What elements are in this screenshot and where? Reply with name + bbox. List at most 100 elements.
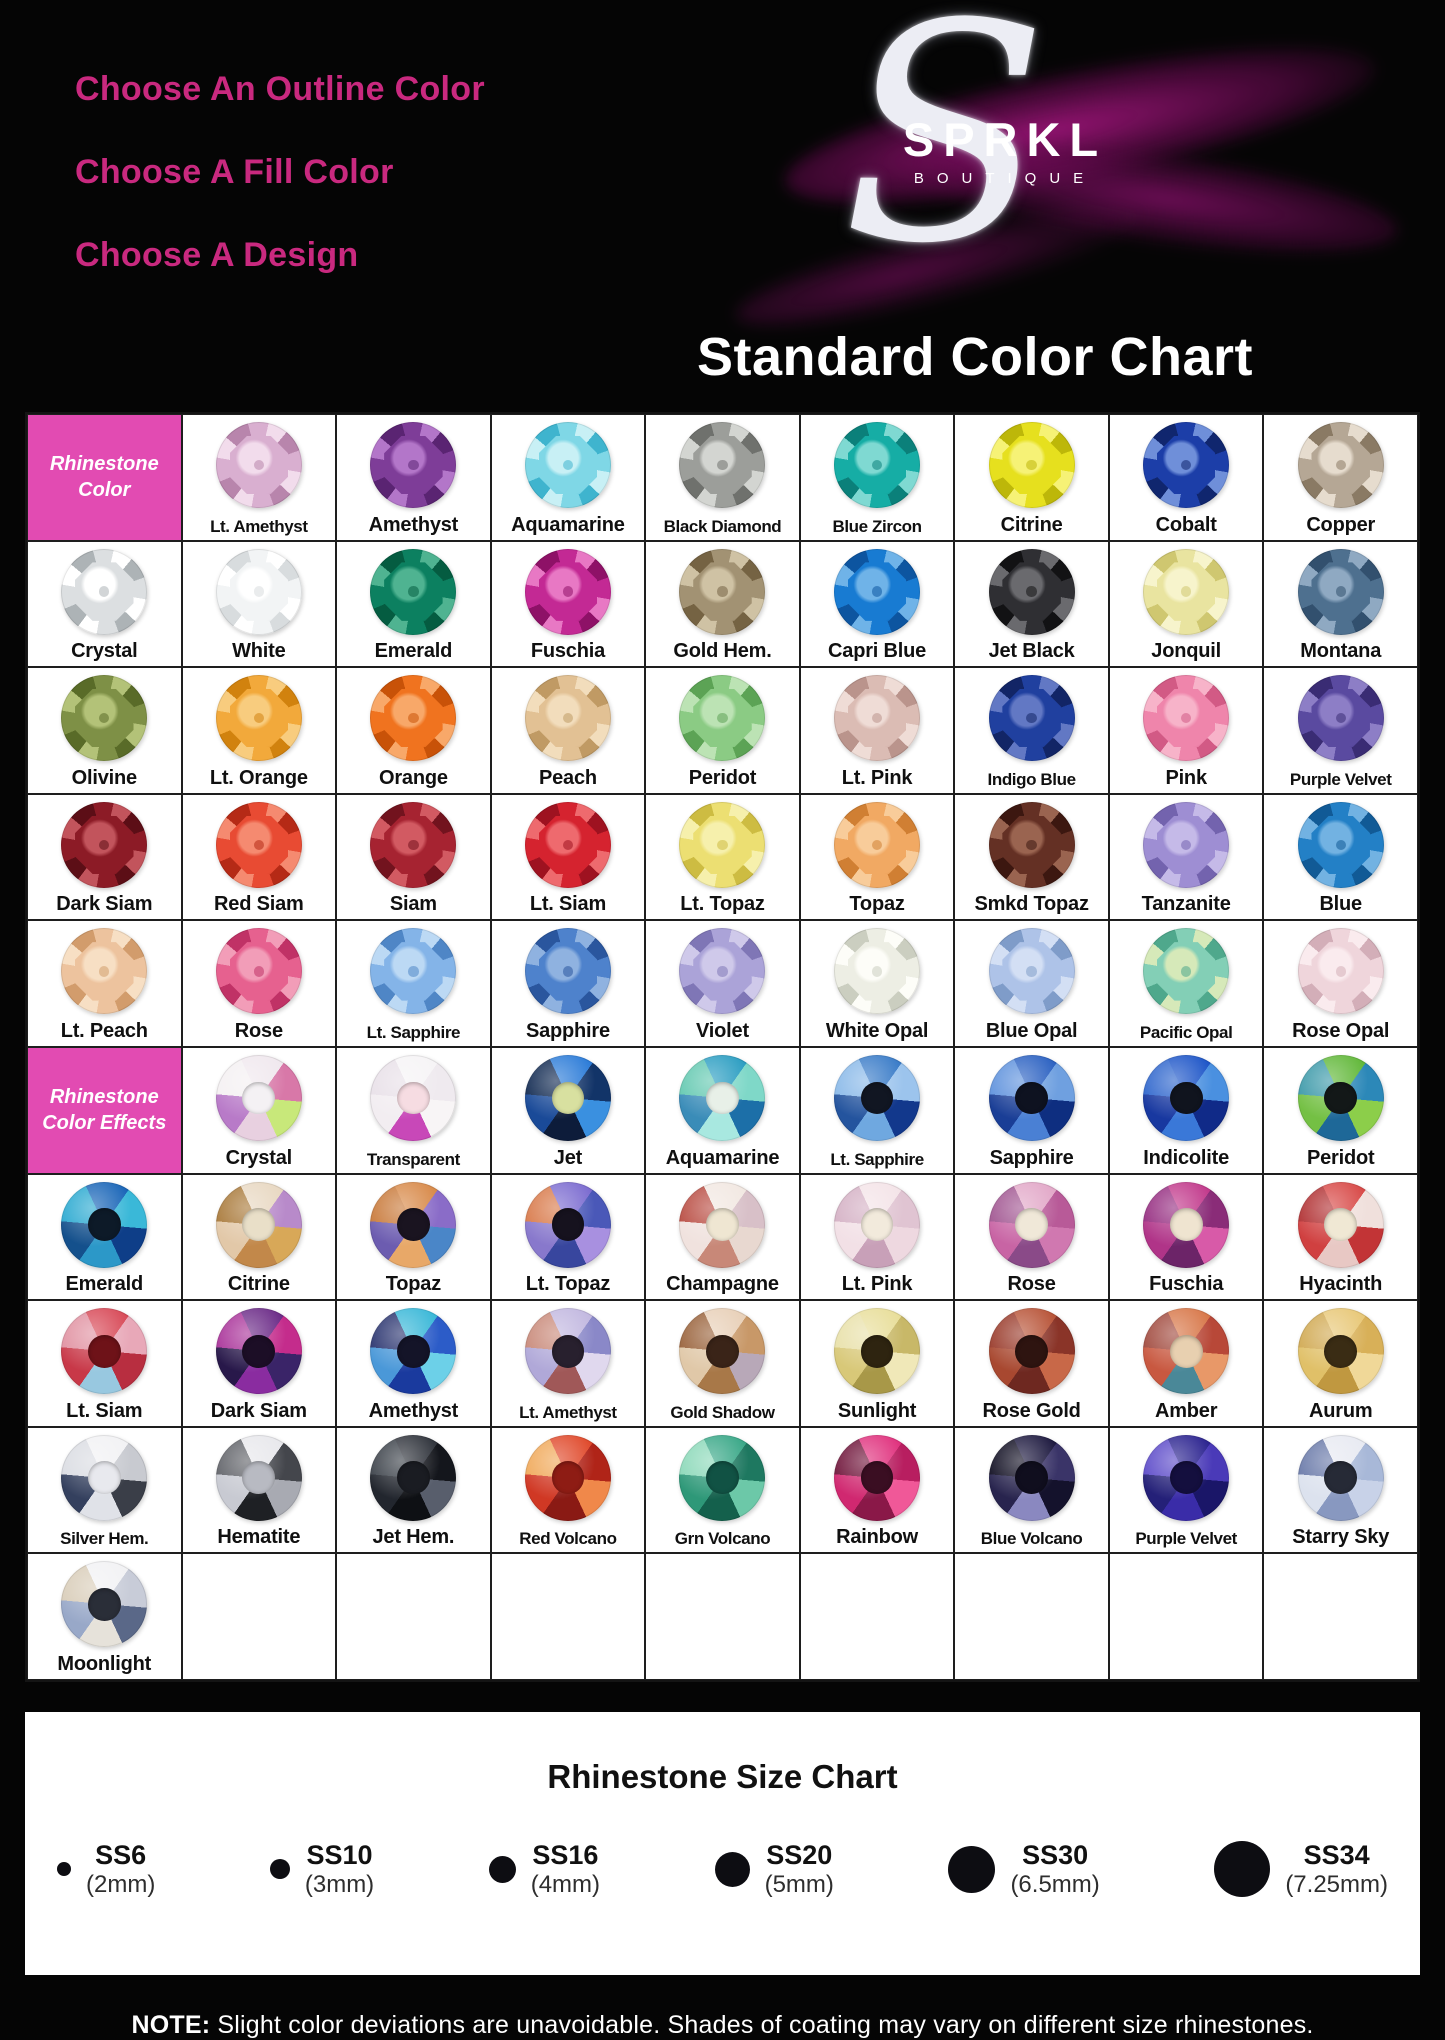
rhinestone-swatch [1143, 422, 1230, 508]
color-label: Dark Siam [210, 1399, 307, 1422]
rhinestone-swatch [61, 548, 148, 635]
color-label: Champagne [666, 1273, 779, 1296]
rhinestone-swatch [524, 1181, 611, 1268]
color-label: Emerald [374, 640, 453, 663]
size-dot-icon [488, 1855, 516, 1883]
size-mm: (3mm) [304, 1871, 375, 1899]
color-label: White Opal [825, 1019, 929, 1042]
color-cell: Blue Volcano [954, 1426, 1109, 1554]
choose-outline-color-text: Choose An Outline Color [75, 70, 485, 108]
rhinestone-swatch [215, 422, 302, 508]
color-cell: Hyacinth [1263, 1173, 1418, 1301]
color-cell: Purple Velvet [1108, 1426, 1264, 1554]
rhinestone-swatch [61, 928, 148, 1015]
size-mm: (6.5mm) [1010, 1871, 1100, 1899]
color-cell: Peach [490, 667, 646, 794]
color-cell: Siam [336, 793, 491, 921]
color-label: Indicolite [1143, 1146, 1230, 1169]
size-item: SS34 (7.25mm) [1214, 1840, 1388, 1899]
color-label: Smkd Topaz [974, 893, 1089, 916]
size-text: SS30 (6.5mm) [1010, 1840, 1099, 1899]
color-label: Montana [1300, 640, 1382, 663]
color-label: Pink [1165, 766, 1207, 789]
rhinestone-swatch [1143, 1054, 1230, 1141]
color-label: Moonlight [57, 1652, 152, 1675]
rhinestone-swatch [834, 1054, 921, 1141]
empty-cell [490, 1553, 646, 1680]
color-cell: Smkd Topaz [954, 793, 1109, 921]
color-cell: White Opal [799, 920, 955, 1047]
rhinestone-swatch [524, 1054, 611, 1141]
color-label: Citrine [227, 1273, 290, 1296]
rhinestone-swatch [370, 675, 457, 762]
rhinestone-swatch [370, 1308, 457, 1395]
rhinestone-swatch [524, 1434, 611, 1521]
color-cell: Topaz [799, 793, 955, 921]
color-label: Fuschia [1149, 1273, 1224, 1296]
rhinestone-swatch [215, 675, 302, 762]
rhinestone-swatch [834, 801, 921, 888]
rhinestone-swatch [524, 422, 611, 508]
color-label: Emerald [65, 1273, 144, 1296]
color-cell: Aquamarine [490, 414, 646, 541]
size-item: SS16 (4mm) [488, 1840, 601, 1899]
rhinestone-swatch [988, 801, 1075, 888]
color-label: Lt. Sapphire [830, 1149, 924, 1169]
size-mm: (4mm) [530, 1871, 601, 1899]
color-cell: Sapphire [954, 1046, 1109, 1174]
color-label: Topaz [385, 1273, 442, 1296]
color-cell: Lt. Siam [490, 793, 646, 921]
color-cell: Jet Hem. [336, 1426, 491, 1554]
color-cell: Tanzanite [1108, 793, 1264, 921]
color-cell: Lt. Orange [181, 667, 337, 794]
rhinestone-swatch [215, 1181, 302, 1268]
color-cell: Aquamarine [645, 1046, 800, 1174]
rhinestone-swatch [1143, 928, 1230, 1015]
color-cell: Pacific Opal [1108, 920, 1264, 1047]
rhinestone-swatch [834, 928, 921, 1015]
color-cell: Amethyst [336, 1300, 491, 1427]
color-cell: Aurum [1263, 1300, 1418, 1427]
rhinestone-swatch [679, 1181, 766, 1268]
color-label: Grn Volcano [674, 1529, 771, 1549]
rhinestone-swatch [370, 548, 457, 635]
rhinestone-swatch [1143, 801, 1230, 888]
color-label: Rose Gold [982, 1399, 1081, 1422]
color-cell: Crystal [27, 540, 182, 668]
color-cell: Citrine [954, 414, 1109, 541]
empty-cell [1108, 1553, 1264, 1680]
size-name: SS20 [766, 1840, 833, 1870]
rhinestone-swatch [524, 928, 611, 1015]
color-label: Lt. Pink [841, 766, 913, 789]
row-group-header: Rhinestone Color Effects [27, 1046, 182, 1174]
color-label: Violet [696, 1019, 749, 1042]
color-label: Rose [234, 1019, 283, 1042]
color-cell: Starry Sky [1263, 1426, 1418, 1554]
color-label: Aquamarine [511, 513, 625, 536]
rhinestone-swatch [215, 928, 302, 1015]
rhinestone-swatch [370, 422, 457, 508]
rhinestone-swatch [988, 1054, 1075, 1141]
color-cell: Olivine [27, 667, 182, 794]
color-cell: Lt. Topaz [645, 793, 800, 921]
color-cell: Blue Opal [954, 920, 1109, 1047]
size-name: SS34 [1303, 1840, 1370, 1870]
rhinestone-swatch [1143, 675, 1230, 762]
color-label: Olivine [71, 766, 137, 789]
size-chart-panel: Rhinestone Size Chart SS6 (2mm) SS10 (3mm) S… [25, 1712, 1420, 1975]
rhinestone-swatch [1143, 1434, 1230, 1521]
color-cell: Lt. Sapphire [799, 1046, 955, 1174]
color-cell: Purple Velvet [1263, 667, 1418, 794]
size-item: SS30 (6.5mm) [948, 1840, 1100, 1899]
rhinestone-swatch [1143, 1181, 1230, 1268]
size-text: SS20 (5mm) [765, 1840, 834, 1899]
rhinestone-swatch [1297, 422, 1384, 508]
color-label: Gold Hem. [673, 640, 772, 663]
row-group-header: Rhinestone Color [27, 414, 182, 541]
rhinestone-swatch [215, 1434, 302, 1521]
color-cell: Sapphire [490, 920, 646, 1047]
color-label: Hyacinth [1299, 1273, 1383, 1296]
color-label: Red Volcano [519, 1529, 617, 1549]
color-cell: Gold Hem. [645, 540, 800, 668]
